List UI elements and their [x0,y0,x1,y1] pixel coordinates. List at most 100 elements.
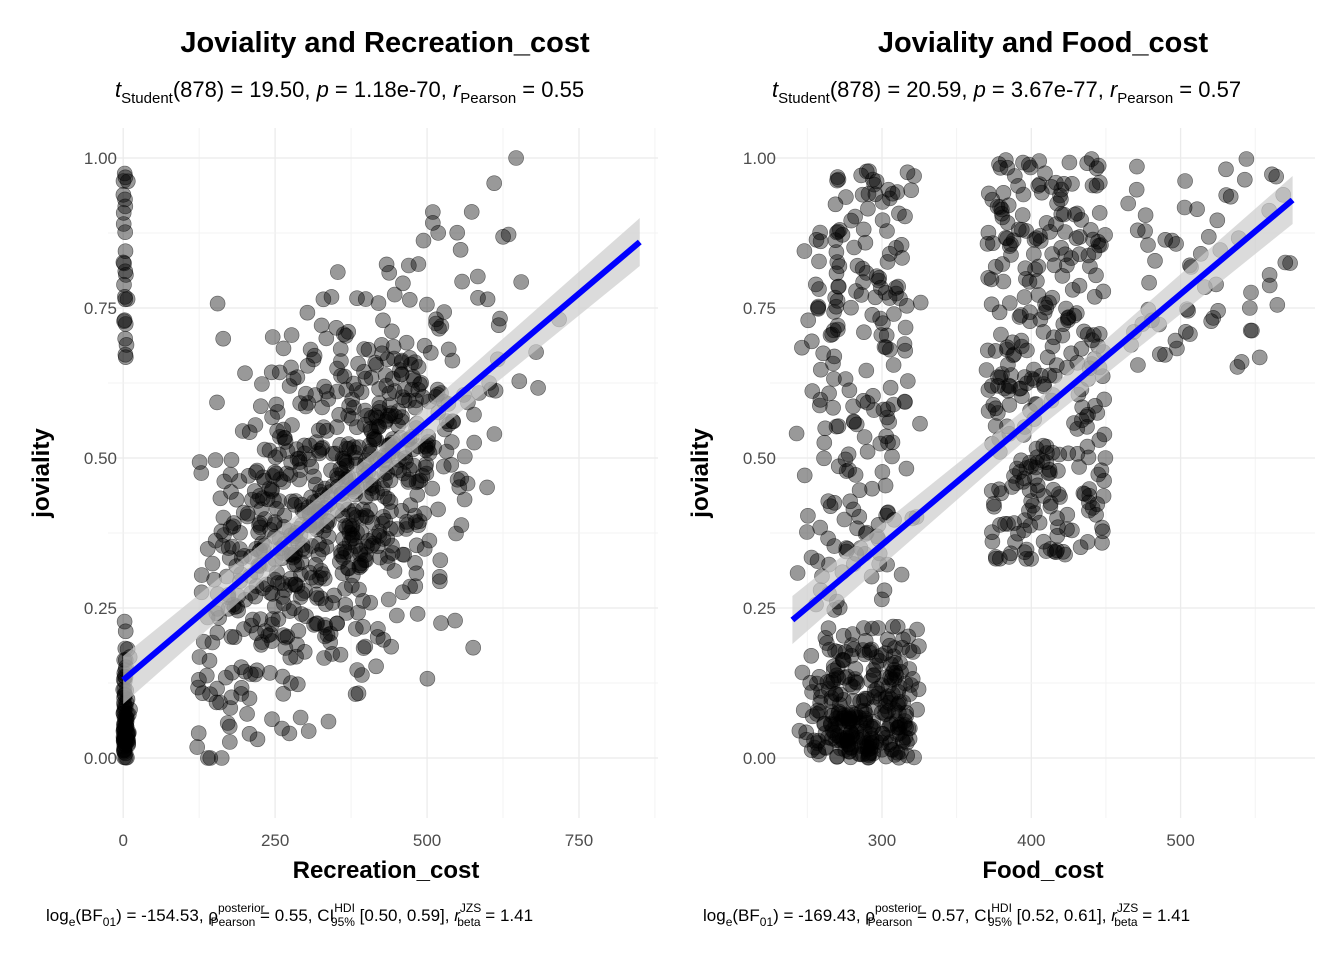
scatter-point [1074,412,1090,429]
scatter-point [991,304,1008,321]
scatter-point [364,514,381,531]
scatter-point [796,467,813,484]
scatter-point [1167,332,1184,349]
scatter-point [316,650,332,666]
scatter-point [492,310,508,327]
scatter-point [825,399,841,416]
scatter-point [1095,488,1112,504]
scatter-point [402,497,419,514]
y-axis-label: joviality [28,428,55,519]
scatter-point [799,524,815,540]
scatter-point [874,464,891,480]
scatter-point [293,606,310,622]
scatter-point [828,710,845,727]
scatter-point [314,439,331,456]
scatter-point [343,410,360,427]
scatter-point [881,246,898,262]
scatter-point [324,595,341,611]
scatter-point [252,398,269,415]
scatter-point [1029,449,1045,466]
scatter-point [262,584,279,601]
scatter-point [864,306,881,323]
scatter-point [1000,356,1016,373]
scatter-point [289,676,306,693]
scatter-point [798,724,815,741]
caption-bf-value: ) = -154.53, [116,906,208,925]
scatter-point [1003,247,1019,263]
y-tick-label: 0.00 [84,749,117,768]
scatter-point [1042,498,1059,515]
scatter-point [291,471,308,488]
scatter-point [329,615,345,632]
scatter-point [1141,274,1157,291]
scatter-point [1168,236,1184,252]
caption-bf-sub: 01 [760,915,774,929]
scatter-point [292,709,309,726]
scatter-point [254,376,270,392]
scatter-point [486,175,503,191]
scatter-point [274,668,291,685]
scatter-point [466,406,482,423]
scatter-point [307,556,324,573]
scatter-point [879,409,896,426]
scatter-point [1002,545,1019,562]
scatter-point [1046,367,1063,384]
scatter-point [204,555,221,572]
scatter-point [259,491,276,508]
scatter-point [1137,223,1153,239]
scatter-point [1090,233,1106,250]
scatter-point [372,549,388,566]
scatter-point [878,706,894,722]
scatter-point [394,584,411,601]
scatter-point [1049,542,1065,559]
scatter-point [1090,466,1107,483]
scatter-point [264,329,281,345]
scatter-point [861,644,878,661]
scatter-point [1003,367,1019,383]
scatter-point [987,258,1004,275]
scatter-point [256,511,273,527]
scatter-point [789,565,806,581]
scatter-point [853,287,870,303]
scatter-point [876,339,893,355]
scatter-point [912,415,928,432]
caption-rb-sub: beta [457,915,481,929]
scatter-point [422,344,439,361]
scatter-point [382,494,399,510]
scatter-point [209,394,225,411]
scatter-point [302,341,319,358]
scatter-point [286,496,303,513]
scatter-point [432,552,449,569]
scatter-point [1091,205,1108,221]
scatter-point [1042,495,1059,511]
scatter-point [1021,482,1038,499]
scatter-point [357,370,374,387]
caption-rho-sup: posterior [875,901,922,915]
scatter-point [117,198,134,215]
scatter-point [855,692,872,709]
scatter-point [336,451,353,467]
scatter-point [830,171,847,188]
scatter-point [213,750,230,766]
scatter-point [395,275,411,292]
scatter-point [354,667,370,683]
caption-ci-sup: HDI [334,901,355,915]
scatter-point [440,341,457,358]
scatter-point [826,371,842,387]
scatter-point [836,707,853,724]
scatter-point [849,520,865,537]
scatter-point [879,721,896,738]
scatter-point [1176,199,1193,216]
scatter-point [1046,543,1063,560]
scatter-point [117,623,134,640]
scatter-point [843,212,860,229]
scatter-point [803,333,820,350]
scatter-point [853,167,870,184]
scatter-point [419,296,435,313]
scatter-point [224,664,240,681]
scatter-point [241,424,258,441]
scatter-point [1010,178,1026,194]
scatter-point [241,690,258,707]
x-tick-label: 300 [868,831,896,850]
scatter-point [1071,277,1088,294]
